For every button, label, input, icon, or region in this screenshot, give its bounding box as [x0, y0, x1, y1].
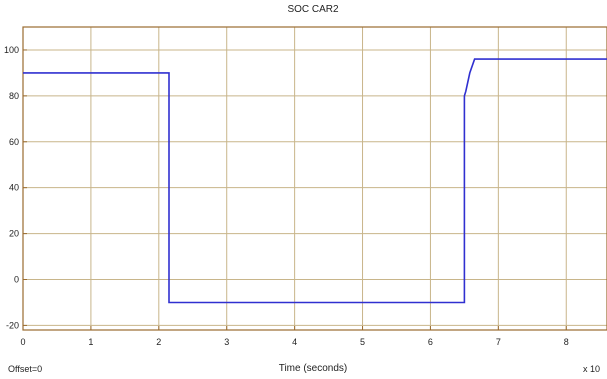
x-tick-label: 2: [156, 337, 161, 347]
chart-title: SOC CAR2: [287, 4, 339, 15]
x-tick-label: 6: [428, 337, 433, 347]
y-tick-label: 100: [4, 45, 19, 55]
offset-label: Offset=0: [8, 364, 42, 374]
y-tick-label: 0: [14, 275, 19, 285]
soc-series-line: [23, 58, 607, 304]
y-tick-label: 60: [9, 137, 19, 147]
y-tick-label: -20: [6, 320, 19, 330]
x-axis-label: Time (seconds): [279, 363, 348, 374]
y-tick-label: 40: [9, 183, 19, 193]
x-tick-label: 5: [360, 337, 365, 347]
x-tick-label: 4: [292, 337, 297, 347]
plot-frame: [22, 26, 607, 331]
x-tick-label: 0: [20, 337, 25, 347]
y-tick-label: 20: [9, 229, 19, 239]
x-tick-label: 7: [496, 337, 501, 347]
x-tick-label: 8: [564, 337, 569, 347]
x-multiplier-label: x 10: [583, 364, 600, 374]
y-tick-label: 80: [9, 91, 19, 101]
x-tick-label: 1: [88, 337, 93, 347]
x-tick-label: 3: [224, 337, 229, 347]
